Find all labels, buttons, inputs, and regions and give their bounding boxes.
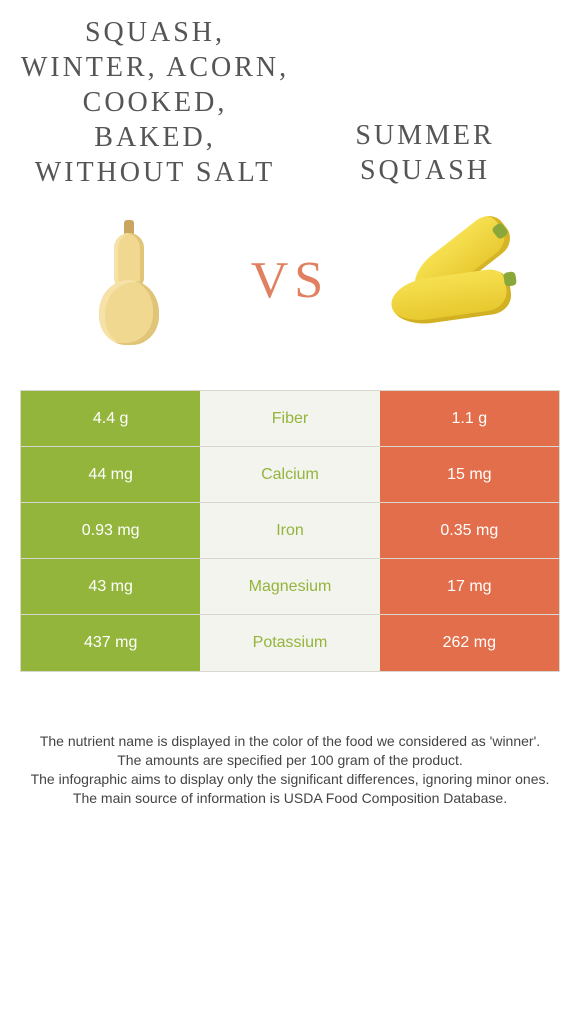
right-food-title: Summer squash (290, 15, 560, 190)
nutrient-name-cell: Potassium (200, 615, 379, 671)
left-food-title: Squash, winter, acorn, cooked, baked, wi… (20, 15, 290, 190)
left-value-cell: 43 mg (21, 559, 200, 614)
table-row: 44 mgCalcium15 mg (21, 447, 559, 503)
table-row: 43 mgMagnesium17 mg (21, 559, 559, 615)
left-value-cell: 0.93 mg (21, 503, 200, 558)
footer-line: The main source of information is USDA F… (20, 789, 560, 808)
right-value-cell: 0.35 mg (380, 503, 559, 558)
left-value-cell: 437 mg (21, 615, 200, 671)
nutrient-name-cell: Magnesium (200, 559, 379, 614)
table-row: 437 mgPotassium262 mg (21, 615, 559, 671)
images-row: VS (0, 190, 580, 390)
right-value-cell: 17 mg (380, 559, 559, 614)
comparison-table: 4.4 gFiber1.1 g44 mgCalcium15 mg0.93 mgI… (20, 390, 560, 672)
right-value-cell: 15 mg (380, 447, 559, 502)
right-value-cell: 1.1 g (380, 391, 559, 446)
left-value-cell: 4.4 g (21, 391, 200, 446)
nutrient-name-cell: Fiber (200, 391, 379, 446)
nutrient-name-cell: Iron (200, 503, 379, 558)
table-row: 0.93 mgIron0.35 mg (21, 503, 559, 559)
table-row: 4.4 gFiber1.1 g (21, 391, 559, 447)
summer-squash-icon (376, 220, 526, 340)
butternut-squash-icon (94, 215, 164, 345)
left-value-cell: 44 mg (21, 447, 200, 502)
footer-line: The nutrient name is displayed in the co… (20, 732, 560, 751)
titles-row: Squash, winter, acorn, cooked, baked, wi… (0, 0, 580, 190)
vs-label: VS (251, 251, 329, 310)
nutrient-name-cell: Calcium (200, 447, 379, 502)
right-value-cell: 262 mg (380, 615, 559, 671)
footer-notes: The nutrient name is displayed in the co… (0, 672, 580, 808)
footer-line: The infographic aims to display only the… (20, 770, 560, 789)
left-food-image (54, 200, 204, 360)
right-food-image (376, 200, 526, 360)
footer-line: The amounts are specified per 100 gram o… (20, 751, 560, 770)
